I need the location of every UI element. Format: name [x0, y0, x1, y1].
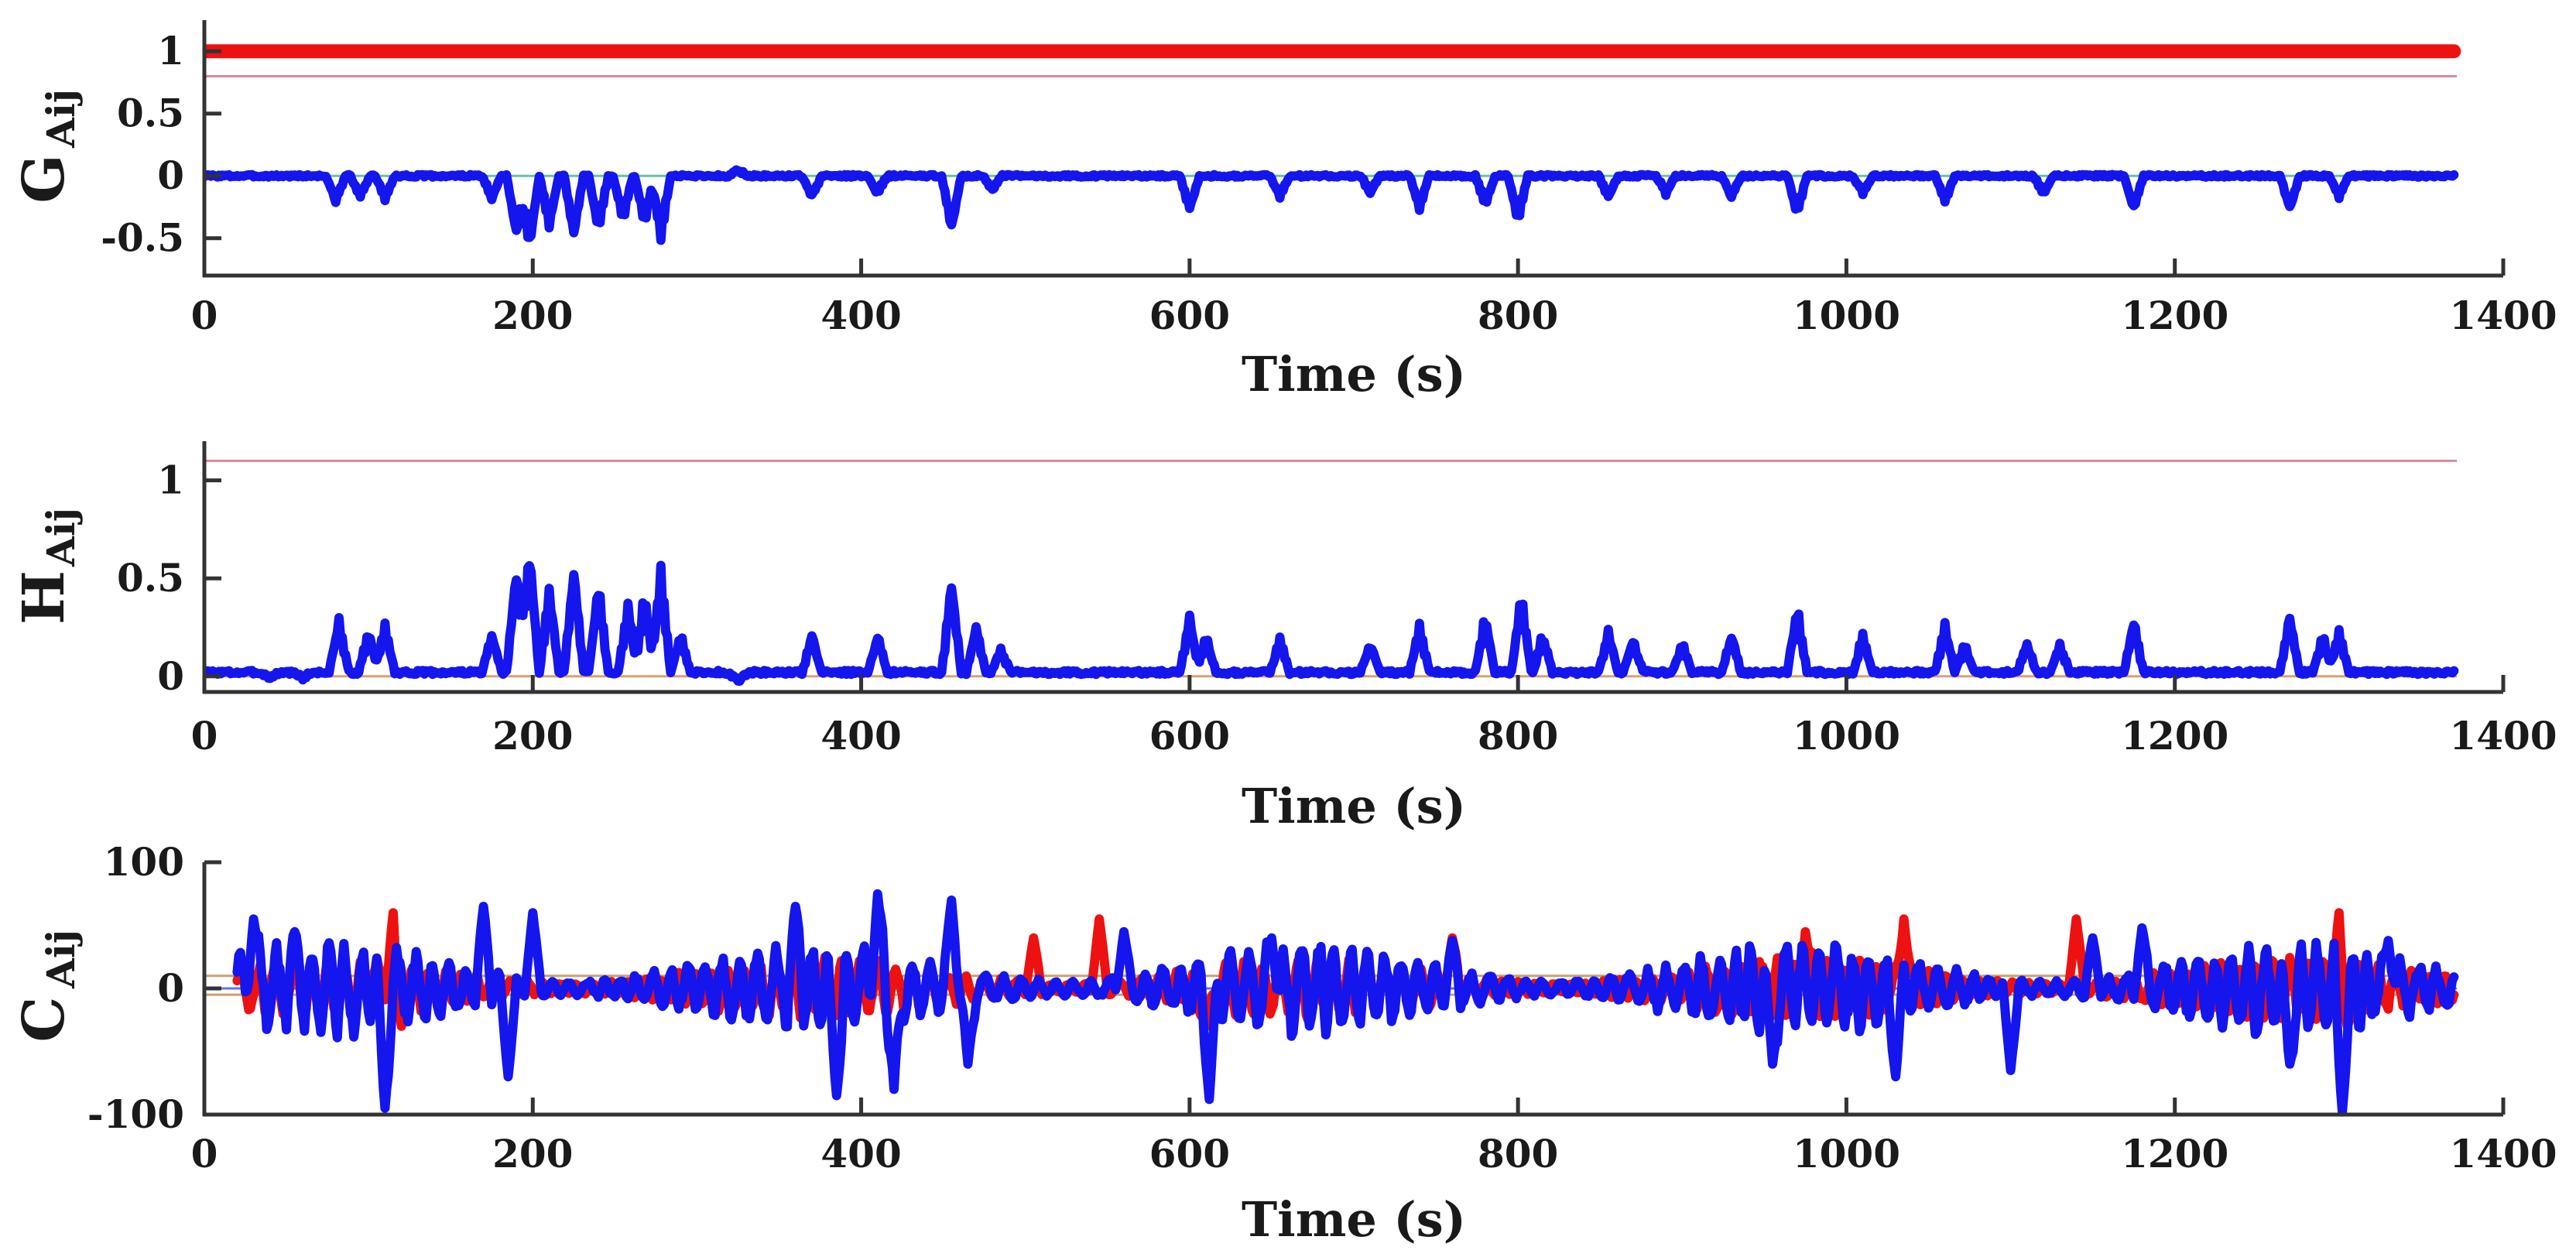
y-axis-label-main: H	[11, 570, 77, 625]
y-axis-label-sub: Aij	[38, 508, 84, 567]
y-tick-label: 0.5	[117, 91, 184, 136]
x-tick-label: 1400	[2449, 293, 2557, 338]
x-tick-label: 200	[492, 293, 573, 338]
x-axis-label: Time (s)	[1242, 346, 1466, 402]
y-tick-label: 1	[157, 28, 184, 74]
y-tick-label: 100	[104, 839, 184, 885]
y-axis-label-sub: Aij	[38, 89, 84, 149]
y-tick-label: 0	[157, 152, 184, 198]
y-axis-label-sub: Aij	[38, 930, 84, 989]
y-tick-label: 1	[157, 457, 184, 503]
x-tick-label: 1000	[1793, 713, 1900, 759]
x-tick-label: 0	[191, 293, 218, 338]
x-tick-label: 1200	[2121, 713, 2228, 759]
y-tick-label: 0	[157, 653, 184, 699]
x-tick-label: 400	[820, 293, 901, 338]
y-axis-label: C Aij	[11, 930, 84, 1042]
x-tick-label: 600	[1149, 293, 1230, 338]
series-line-blue-series	[204, 560, 2459, 686]
x-tick-label: 400	[820, 713, 901, 759]
y-tick-label: 0.5	[117, 555, 184, 601]
x-tick-label: 800	[1478, 293, 1558, 338]
y-axis-label-main: C	[11, 997, 77, 1043]
x-tick-label: 400	[820, 1131, 901, 1177]
x-tick-label: 800	[1478, 1131, 1558, 1177]
y-tick-label: 0	[157, 965, 184, 1011]
x-tick-label: 0	[191, 1131, 218, 1177]
x-tick-label: 1200	[2121, 293, 2228, 338]
x-tick-label: 800	[1478, 713, 1558, 759]
series-line-blue-series	[204, 165, 2459, 245]
x-tick-label: 1200	[2121, 1131, 2228, 1177]
x-tick-label: 200	[492, 713, 573, 759]
x-tick-label: 1000	[1793, 1131, 1900, 1177]
x-tick-label: 1000	[1793, 293, 1900, 338]
x-tick-label: 600	[1149, 713, 1230, 759]
y-tick-label: -0.5	[101, 215, 184, 261]
y-axis-label-main: G	[11, 154, 77, 203]
y-axis-label: G Aij	[11, 89, 84, 204]
x-tick-label: 600	[1149, 1131, 1230, 1177]
series-line-blue-series	[232, 889, 2459, 1117]
x-tick-label: 1400	[2449, 1131, 2557, 1177]
x-tick-label: 0	[191, 713, 218, 759]
x-axis-label: Time (s)	[1242, 778, 1466, 834]
x-axis-label: Time (s)	[1242, 1191, 1466, 1248]
x-tick-label: 1400	[2449, 713, 2557, 759]
x-tick-label: 200	[492, 1131, 573, 1177]
chart-panel-middle: 0 200 400 600 800 1000 1200 1400 0 0.5 1 Time (s) HA…	[11, 441, 2557, 834]
y-tick-label: -100	[87, 1091, 184, 1137]
